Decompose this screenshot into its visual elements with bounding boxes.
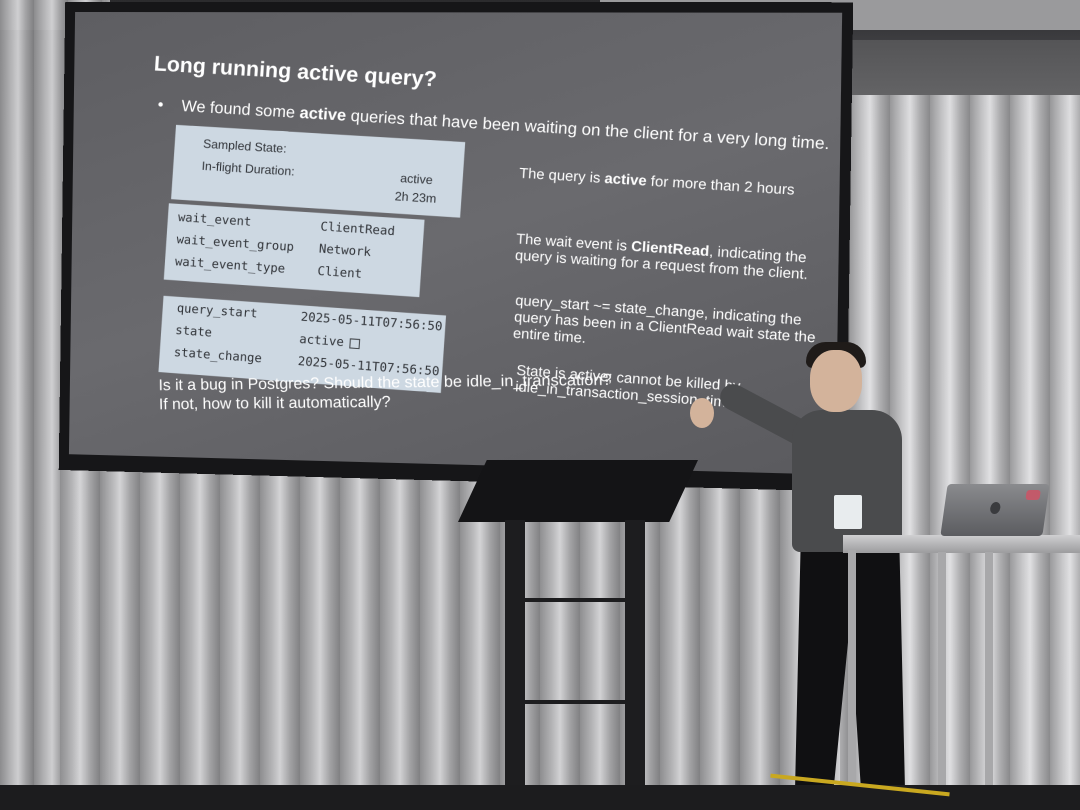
table-leg bbox=[985, 552, 993, 790]
row-value-text: active bbox=[299, 332, 344, 349]
name-badge bbox=[834, 495, 862, 529]
note-bold: active bbox=[604, 170, 647, 189]
table-leg bbox=[938, 552, 946, 790]
laptop-table bbox=[843, 535, 1080, 553]
slide-question: Is it a bug in Postgres? Should the stat… bbox=[158, 370, 612, 414]
apple-logo-icon bbox=[989, 502, 1001, 514]
bullet-dot-icon: • bbox=[157, 97, 164, 114]
speaker-hand bbox=[690, 398, 714, 428]
table-leg bbox=[848, 550, 856, 790]
podium-leg bbox=[625, 520, 645, 785]
laptop-sticker bbox=[1025, 490, 1040, 500]
podium-leg bbox=[505, 520, 525, 785]
note-active: The query is active for more than 2 hour… bbox=[519, 164, 841, 200]
question-line: If not, how to kill it automatically? bbox=[159, 390, 613, 414]
row-value: 2025-05-11T07:56:50 bbox=[300, 309, 443, 333]
projection-screen: Long running active query? • We found som… bbox=[59, 2, 853, 492]
wait-event-box: wait_event ClientRead wait_event_group N… bbox=[164, 203, 425, 297]
podium-crossbar bbox=[520, 700, 630, 704]
note-wait-event: The wait event is ClientRead, indicating… bbox=[515, 230, 838, 284]
copy-icon bbox=[350, 338, 361, 349]
podium-top bbox=[458, 460, 698, 522]
curtain-under-screen bbox=[60, 455, 840, 810]
speaker-body bbox=[792, 410, 902, 552]
row-value: ClientRead bbox=[320, 219, 395, 238]
slide-title: Long running active query? bbox=[153, 52, 437, 92]
laptop bbox=[940, 484, 1049, 536]
row-value: Network bbox=[319, 241, 372, 259]
row-key: state bbox=[175, 323, 212, 340]
row-value: 2h 23m bbox=[394, 189, 436, 206]
note-text: The query is bbox=[519, 164, 605, 186]
bullet-text-bold: active bbox=[299, 105, 347, 125]
row-key: Sampled State: bbox=[203, 137, 287, 156]
podium-crossbar bbox=[520, 598, 630, 602]
speaker-head bbox=[810, 350, 862, 412]
row-key: wait_event bbox=[178, 210, 252, 229]
row-value: active bbox=[400, 171, 433, 187]
row-value: Client bbox=[317, 264, 363, 281]
row-value: active bbox=[299, 332, 361, 351]
row-key: query_start bbox=[176, 301, 257, 321]
note-query-start: query_start ~= state_change, indicating … bbox=[513, 292, 837, 364]
sampled-state-box: Sampled State: In-flight Duration: activ… bbox=[171, 125, 465, 218]
note-text: for more than 2 hours bbox=[646, 172, 795, 198]
bullet-text-pre: We found some bbox=[181, 98, 300, 122]
